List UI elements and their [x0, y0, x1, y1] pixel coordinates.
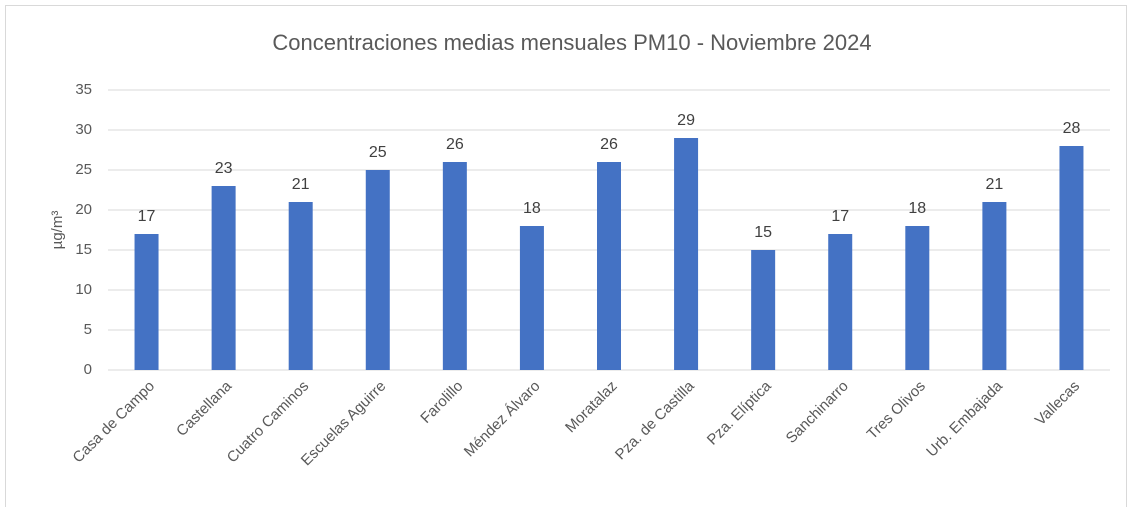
y-tick-label: 30 — [75, 121, 92, 138]
data-label: 21 — [292, 176, 310, 193]
bar — [1059, 146, 1084, 370]
data-label: 29 — [677, 112, 695, 129]
bar — [674, 138, 699, 370]
bar — [288, 202, 313, 370]
y-tick-label: 20 — [75, 201, 92, 218]
y-tick-label: 5 — [84, 321, 92, 338]
y-tick-label: 25 — [75, 161, 92, 178]
data-label: 25 — [369, 144, 387, 161]
data-label: 18 — [523, 200, 541, 217]
chart-title: Concentraciones medias mensuales PM10 - … — [272, 30, 871, 55]
data-label: 26 — [600, 136, 618, 153]
y-tick-label: 15 — [75, 241, 92, 258]
data-label: 18 — [908, 200, 926, 217]
chart-border — [5, 5, 1127, 507]
y-axis-label: µg/m³ — [49, 211, 66, 250]
data-label: 15 — [754, 224, 772, 241]
bar — [134, 234, 159, 370]
data-label: 17 — [138, 208, 156, 225]
bar — [751, 250, 776, 370]
data-label: 28 — [1063, 120, 1081, 137]
bar — [982, 202, 1007, 370]
bar — [597, 162, 621, 370]
data-label: 21 — [985, 176, 1003, 193]
bar — [211, 186, 236, 370]
bar — [365, 170, 390, 370]
bar — [519, 226, 544, 370]
bar — [905, 226, 930, 370]
data-label: 23 — [215, 160, 233, 177]
y-tick-label: 35 — [75, 81, 92, 98]
y-tick-label: 10 — [75, 281, 92, 298]
bar — [442, 162, 467, 370]
data-label: 17 — [831, 208, 849, 225]
data-label: 26 — [446, 136, 464, 153]
y-tick-label: 0 — [84, 361, 92, 378]
bar — [828, 234, 853, 370]
